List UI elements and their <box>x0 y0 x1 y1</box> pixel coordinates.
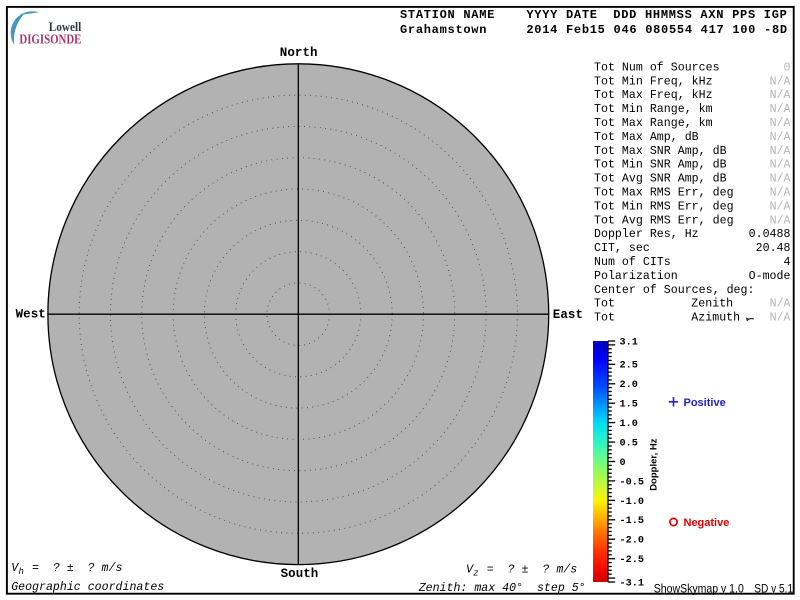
svg-text:Tot Max Freq, kHz: Tot Max Freq, kHz <box>594 89 713 102</box>
svg-text:-0.5: -0.5 <box>620 477 644 488</box>
svg-text:1.5: 1.5 <box>620 400 638 411</box>
svg-text:Tot Avg RMS Err, deg: Tot Avg RMS Err, deg <box>594 214 734 227</box>
svg-text:DIGISONDE: DIGISONDE <box>19 32 81 47</box>
svg-text:Num of CITs: Num of CITs <box>594 256 671 269</box>
svg-text:N/A: N/A <box>770 145 791 158</box>
svg-text:= ? ± ? m/s: = ? ± ? m/s <box>25 562 122 575</box>
svg-text:-2.5: -2.5 <box>620 555 644 566</box>
svg-text:Positive: Positive <box>684 397 726 409</box>
svg-text:Zenith: Zenith <box>691 298 733 311</box>
svg-text:0.5: 0.5 <box>620 439 638 450</box>
svg-text:Tot: Tot <box>594 312 615 325</box>
svg-text:Tot Max SNR Amp, dB: Tot Max SNR Amp, dB <box>594 145 727 158</box>
svg-text:N/A: N/A <box>770 117 791 130</box>
svg-text:Tot Num of Sources: Tot Num of Sources <box>594 61 720 74</box>
svg-text:N/A: N/A <box>770 214 791 227</box>
svg-text:Tot Min Freq, kHz: Tot Min Freq, kHz <box>594 75 713 88</box>
svg-text:1.0: 1.0 <box>620 419 638 430</box>
svg-text:South: South <box>281 567 319 581</box>
svg-text:Polarization: Polarization <box>594 270 678 283</box>
svg-text:Doppler, Hz: Doppler, Hz <box>649 438 660 491</box>
svg-text:-1.5: -1.5 <box>620 516 644 527</box>
svg-text:-2.0: -2.0 <box>620 536 644 547</box>
svg-text:Azimuth: Azimuth <box>691 312 740 325</box>
svg-text:4: 4 <box>784 256 791 269</box>
svg-text:Tot Avg SNR Amp, dB: Tot Avg SNR Amp, dB <box>594 173 727 186</box>
svg-text:Zenith: max 40° step 5°: Zenith: max 40° step 5° <box>418 582 586 595</box>
svg-text:N/A: N/A <box>770 89 791 102</box>
svg-text:Grahamstown: Grahamstown <box>400 23 487 37</box>
svg-text:N/A: N/A <box>770 298 791 311</box>
svg-text:Tot Min Range, km: Tot Min Range, km <box>594 103 713 116</box>
svg-text:DDD HHMMSS AXN PPS IGP: DDD HHMMSS AXN PPS IGP <box>613 8 787 22</box>
svg-text:h: h <box>19 567 24 577</box>
svg-text:Geographic coordinates: Geographic coordinates <box>11 581 164 594</box>
svg-text:West: West <box>16 308 46 322</box>
svg-text:Negative: Negative <box>684 517 730 529</box>
svg-text:N/A: N/A <box>770 200 791 213</box>
svg-text:ShowSkymap v 1.0: ShowSkymap v 1.0 <box>654 581 744 595</box>
svg-text:V: V <box>11 562 19 575</box>
svg-text:Tot Max Range, km: Tot Max Range, km <box>594 117 713 130</box>
svg-text:East: East <box>553 308 583 322</box>
svg-text:Lowell: Lowell <box>49 20 82 34</box>
svg-text:STATION NAME: STATION NAME <box>400 8 495 22</box>
svg-text:2.0: 2.0 <box>620 380 638 391</box>
svg-text:N/A: N/A <box>770 173 791 186</box>
svg-text:20.48: 20.48 <box>756 242 791 255</box>
svg-text:N/A: N/A <box>770 159 791 172</box>
svg-text:2.5: 2.5 <box>620 361 638 372</box>
svg-text:N/A: N/A <box>770 187 791 200</box>
svg-text:O-mode: O-mode <box>749 270 791 283</box>
svg-text:Tot: Tot <box>594 298 615 311</box>
svg-text:Center of Sources, deg:: Center of Sources, deg: <box>594 284 754 297</box>
svg-text:Doppler Res, Hz: Doppler Res, Hz <box>594 228 699 241</box>
svg-text:N/A: N/A <box>770 312 791 325</box>
svg-text:N/A: N/A <box>770 131 791 144</box>
svg-text:0.0488: 0.0488 <box>749 228 791 241</box>
svg-text:YYYY DATE: YYYY DATE <box>526 8 597 22</box>
svg-text:North: North <box>280 46 318 60</box>
svg-text:CIT, sec: CIT, sec <box>594 242 650 255</box>
svg-text:0: 0 <box>620 458 626 469</box>
svg-text:-3.1: -3.1 <box>620 578 644 589</box>
svg-text:Tot Max Amp, dB: Tot Max Amp, dB <box>594 131 699 144</box>
svg-text:-1.0: -1.0 <box>620 497 644 508</box>
svg-text:3.1: 3.1 <box>620 337 638 348</box>
svg-text:Tot Max RMS Err, deg: Tot Max RMS Err, deg <box>594 187 734 200</box>
svg-text:V: V <box>466 564 474 577</box>
svg-text:N/A: N/A <box>770 103 791 116</box>
svg-text:= ? ± ? m/s: = ? ± ? m/s <box>480 564 577 577</box>
svg-text:Tot Min SNR Amp, dB: Tot Min SNR Amp, dB <box>594 159 727 172</box>
svg-text:z: z <box>473 569 478 579</box>
svg-text:2014 Feb15 046 080554 417 100: 2014 Feb15 046 080554 417 100 -8D <box>526 23 787 37</box>
svg-text:N/A: N/A <box>770 75 791 88</box>
svg-text:SD v 5.1: SD v 5.1 <box>754 581 793 595</box>
svg-text:0: 0 <box>784 61 791 74</box>
svg-text:Tot Min RMS Err, deg: Tot Min RMS Err, deg <box>594 200 734 213</box>
